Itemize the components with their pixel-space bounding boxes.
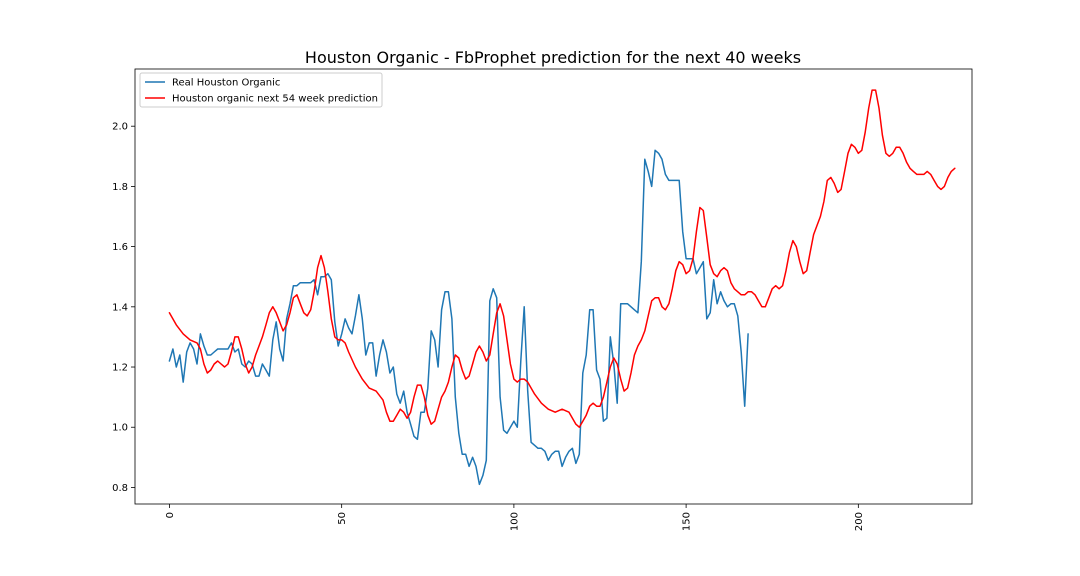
x-tick-label: 0 bbox=[165, 512, 176, 518]
legend-box bbox=[139, 72, 383, 108]
chart-title: Houston Organic - FbProphet prediction f… bbox=[305, 48, 801, 67]
plot-frame bbox=[134, 68, 973, 505]
y-tick-label: 1.4 bbox=[112, 302, 128, 313]
legend-entry-label: Houston organic next 54 week prediction bbox=[172, 94, 378, 105]
y-axis: 0.8 1.0 1.2 1.4 1.6 1.8 2.0 bbox=[112, 122, 135, 494]
series-layer bbox=[168, 89, 956, 486]
y-tick-label: 1.2 bbox=[112, 363, 128, 374]
series-line-1 bbox=[168, 89, 956, 428]
series-line-0 bbox=[168, 149, 749, 486]
legend-entry-label: Real Houston Organic bbox=[172, 78, 280, 89]
x-tick-label: 150 bbox=[682, 512, 693, 531]
y-tick-label: 1.0 bbox=[112, 423, 128, 434]
x-tick-label: 200 bbox=[854, 512, 865, 531]
x-axis: 0 50 100 150 200 bbox=[165, 504, 865, 531]
legend: Real Houston Organic Houston organic next… bbox=[139, 72, 383, 108]
x-tick-label: 50 bbox=[337, 512, 348, 525]
y-tick-label: 0.8 bbox=[112, 483, 128, 494]
y-tick-label: 1.6 bbox=[112, 242, 128, 253]
y-tick-label: 2.0 bbox=[112, 122, 128, 133]
x-tick-label: 100 bbox=[509, 512, 520, 531]
y-tick-label: 1.8 bbox=[112, 182, 128, 193]
